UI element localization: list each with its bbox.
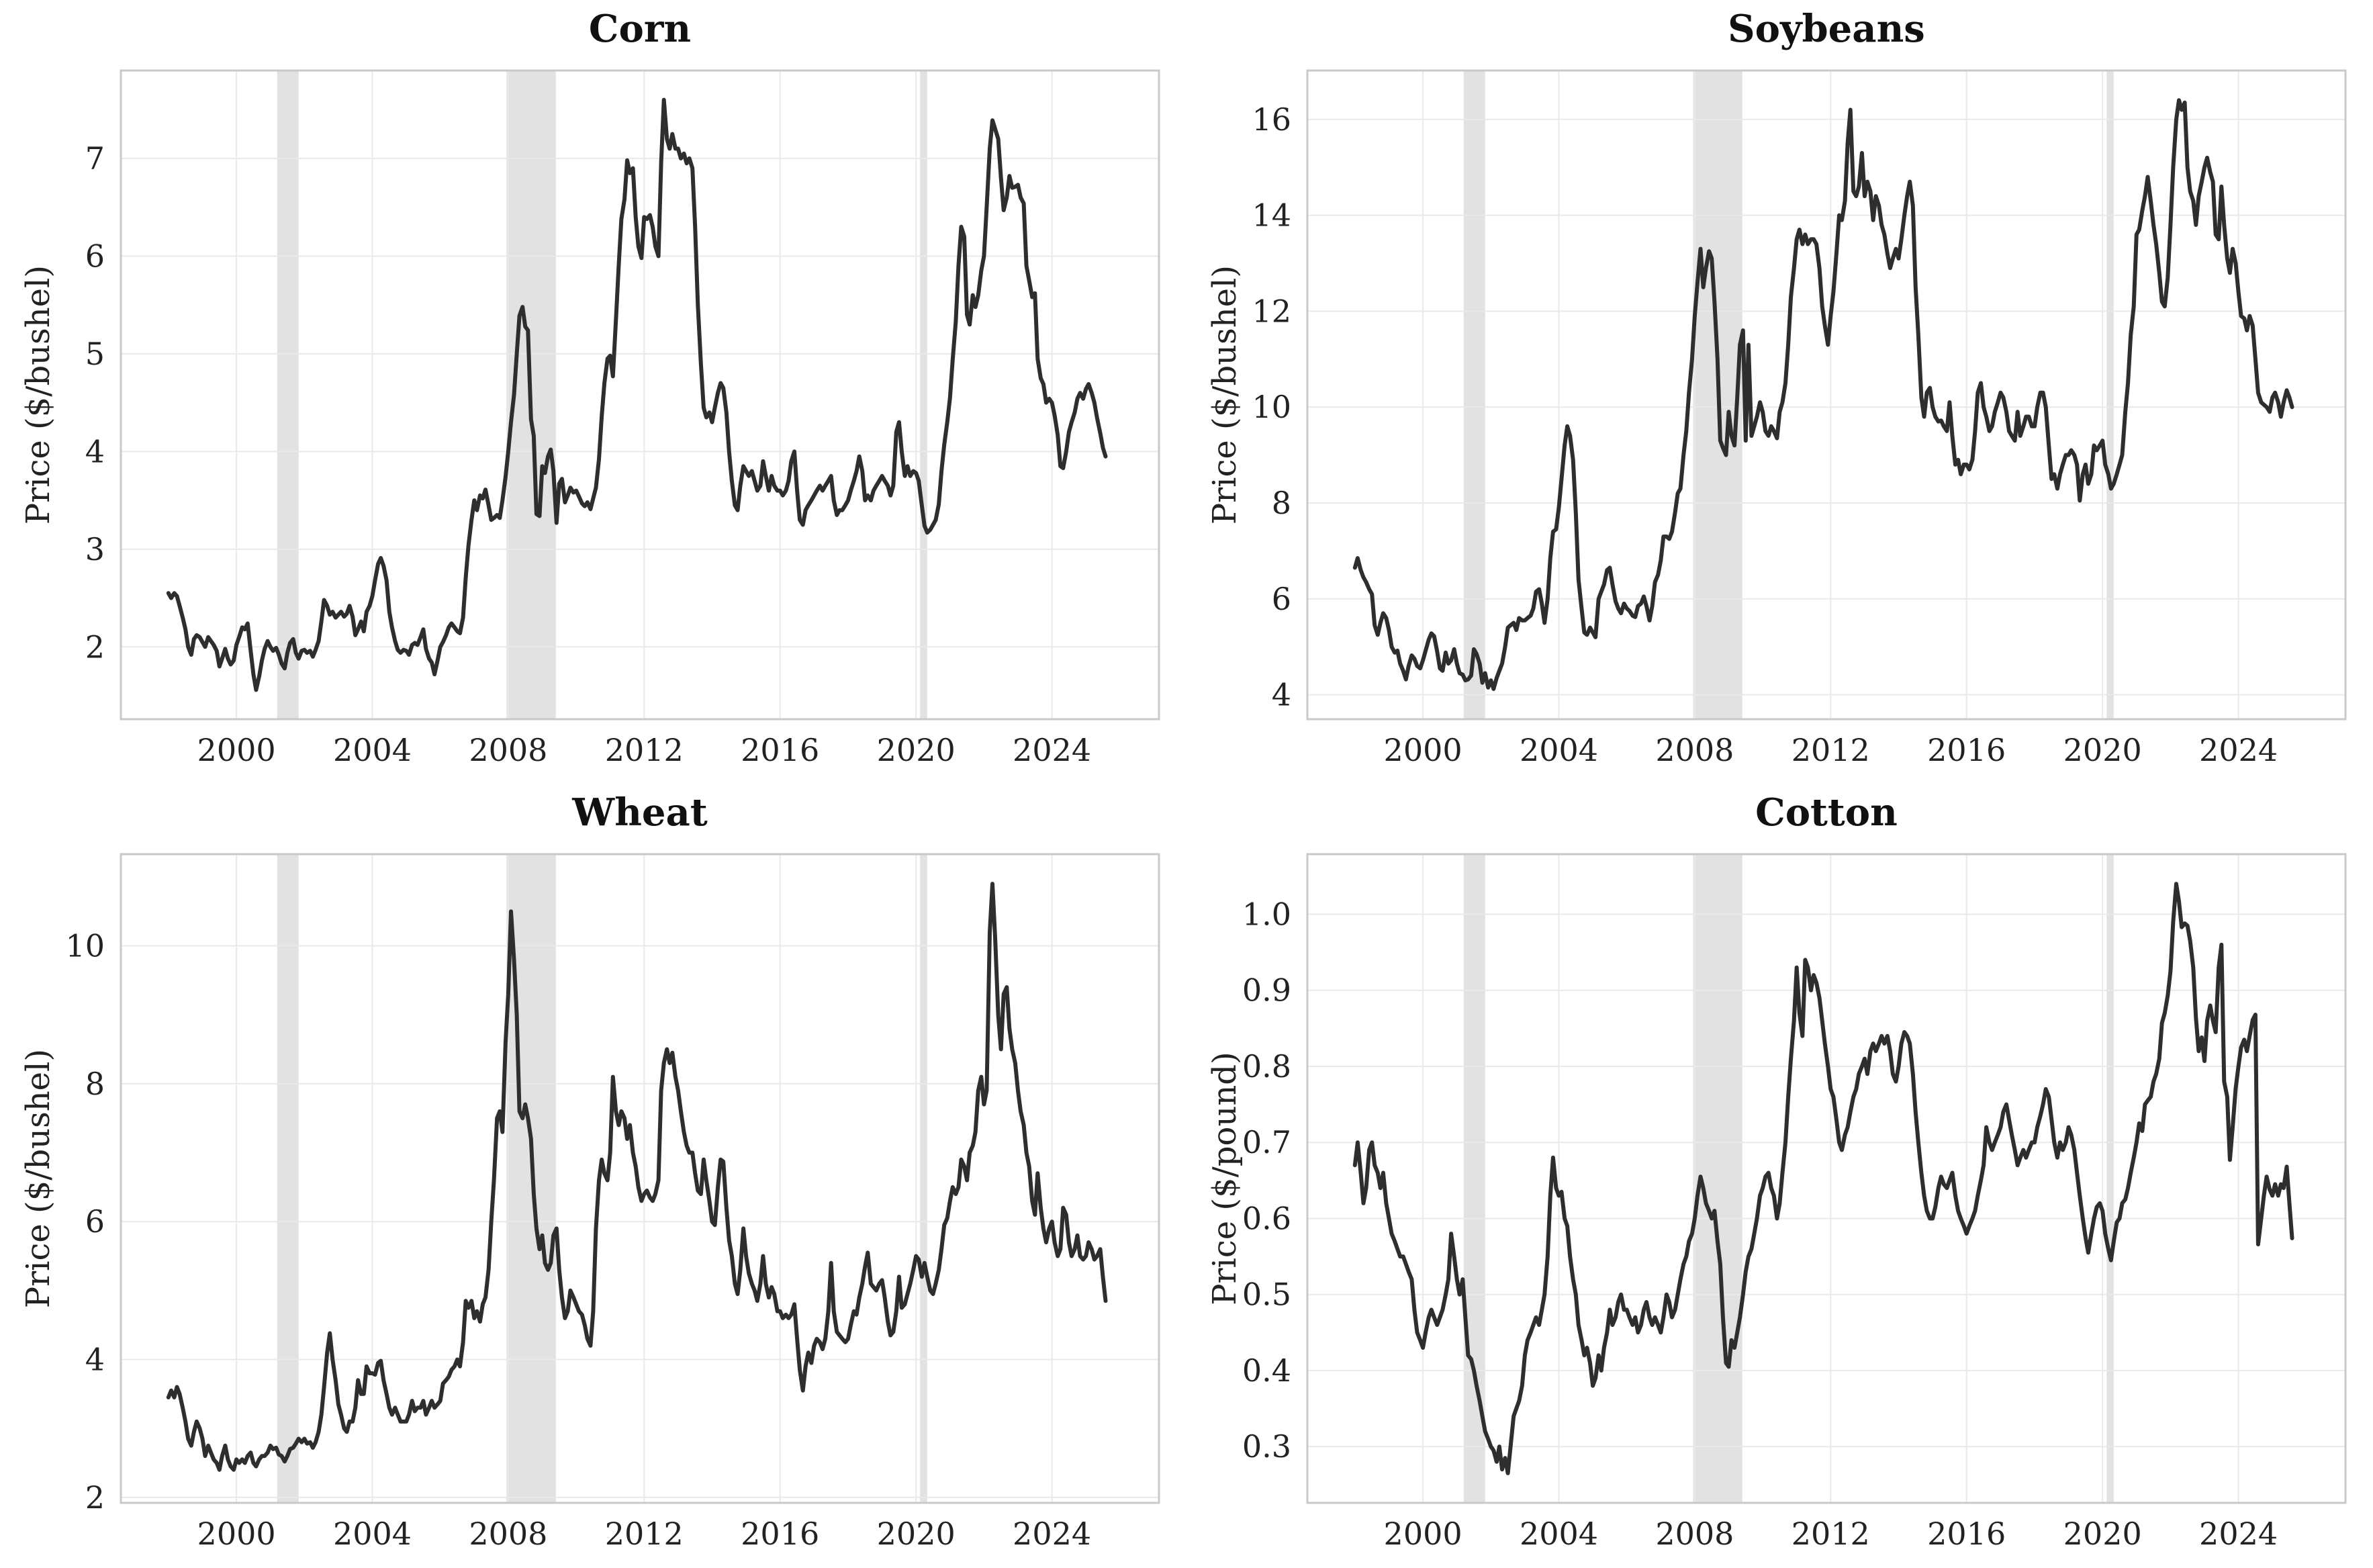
y-tick-label: 6 <box>1272 581 1291 617</box>
recession-band <box>920 71 927 719</box>
panel-corn: 2000 2004 2008 2012 2016 2020 2024 2 3 4 5 6 7 <box>85 69 1160 768</box>
x-tick-label: 2020 <box>877 1516 956 1552</box>
x-tick-label: 2024 <box>2199 1516 2278 1552</box>
x-tick-label: 2008 <box>469 1516 547 1552</box>
y-tick-label: 0.3 <box>1242 1428 1291 1465</box>
y-tick-label: 6 <box>85 1203 105 1240</box>
recession-band <box>2106 71 2114 719</box>
x-tick-label: 2012 <box>1792 1516 1870 1552</box>
y-tick-label: 1.0 <box>1242 896 1291 933</box>
x-tick-label: 2000 <box>197 1516 276 1552</box>
x-tick-label: 2016 <box>741 732 819 768</box>
x-tick-label: 2008 <box>1655 1516 1734 1552</box>
x-tick-label: 2000 <box>1384 732 1462 768</box>
y-tick-label: 10 <box>65 928 105 964</box>
y-tick-label: 6 <box>85 238 105 274</box>
recession-band <box>920 854 927 1503</box>
x-tick-label: 2020 <box>877 732 956 768</box>
panel-soybeans: 2000 2004 2008 2012 2016 2020 2024 4 6 8 10 12 14 16 <box>1252 69 2347 768</box>
y-tick-label: 0.4 <box>1242 1352 1291 1389</box>
chart-title-corn: Corn <box>588 7 692 51</box>
y-tick-label: 3 <box>85 531 105 567</box>
y-tick-label: 4 <box>85 1342 105 1378</box>
chart-title-soybeans: Soybeans <box>1728 7 1925 51</box>
y-tick-label: 0.6 <box>1242 1201 1291 1237</box>
y-tick-label: 7 <box>85 140 105 177</box>
y-axis-label-wheat: Price ($/bushel) <box>19 1048 57 1309</box>
plot-border-corn <box>120 69 1160 721</box>
price-line-wheat <box>166 882 1108 1472</box>
y-tick-label: 2 <box>85 1479 105 1516</box>
y-tick-label: 0.8 <box>1242 1048 1291 1085</box>
panel-cotton: 2000 2004 2008 2012 2016 2020 2024 0.3 0.4 0.5 0.6… <box>1242 853 2347 1552</box>
recession-band <box>2106 854 2114 1503</box>
y-tick-label: 4 <box>85 433 105 469</box>
panel-wheat: 2000 2004 2008 2012 2016 2020 2024 2 4 6 8 10 <box>65 853 1160 1552</box>
y-axis-label-corn: Price ($/bushel) <box>19 265 57 525</box>
y-tick-label: 12 <box>1252 293 1291 329</box>
price-line-corn <box>166 97 1108 692</box>
x-tick-label: 2024 <box>1013 732 1091 768</box>
y-tick-label: 16 <box>1252 101 1291 138</box>
recession-band <box>277 854 299 1503</box>
y-tick-label: 0.9 <box>1242 972 1291 1009</box>
x-tick-label: 2004 <box>1520 1516 1598 1552</box>
x-tick-label: 2024 <box>2199 732 2278 768</box>
y-tick-label: 10 <box>1252 389 1291 425</box>
x-tick-label: 2016 <box>741 1516 819 1552</box>
x-tick-label: 2008 <box>469 732 547 768</box>
x-tick-label: 2016 <box>1927 1516 2006 1552</box>
x-tick-label: 2004 <box>333 732 412 768</box>
y-tick-label: 8 <box>1272 485 1291 521</box>
recession-band <box>1463 71 1485 719</box>
chart-title-cotton: Cotton <box>1755 790 1898 835</box>
x-tick-label: 2012 <box>1792 732 1870 768</box>
y-tick-label: 5 <box>85 336 105 372</box>
y-tick-label: 2 <box>85 629 105 665</box>
y-tick-label: 0.5 <box>1242 1277 1291 1313</box>
x-tick-label: 2004 <box>333 1516 412 1552</box>
x-tick-label: 2020 <box>2063 1516 2142 1552</box>
y-tick-label: 8 <box>85 1066 105 1102</box>
plot-border-soybeans <box>1306 69 2347 721</box>
x-tick-label: 2016 <box>1927 732 2006 768</box>
x-tick-label: 2000 <box>197 732 276 768</box>
y-axis-label-cotton: Price ($/pound) <box>1206 1052 1244 1305</box>
y-tick-label: 4 <box>1272 677 1291 713</box>
y-tick-label: 0.7 <box>1242 1124 1291 1160</box>
price-line-cotton <box>1352 882 2294 1475</box>
x-tick-label: 2020 <box>2063 732 2142 768</box>
x-tick-label: 2004 <box>1520 732 1598 768</box>
x-tick-label: 2008 <box>1655 732 1734 768</box>
x-tick-label: 2024 <box>1013 1516 1091 1552</box>
price-line-soybeans <box>1352 98 2294 691</box>
plot-border-wheat <box>120 853 1160 1504</box>
x-tick-label: 2012 <box>605 1516 684 1552</box>
y-tick-label: 14 <box>1252 197 1291 234</box>
recession-band <box>1463 854 1485 1503</box>
x-tick-label: 2000 <box>1384 1516 1462 1552</box>
plot-border-cotton <box>1306 853 2347 1504</box>
y-axis-label-soybeans: Price ($/bushel) <box>1206 265 1244 525</box>
chart-title-wheat: Wheat <box>572 790 708 835</box>
x-tick-label: 2012 <box>605 732 684 768</box>
recession-band <box>277 71 299 719</box>
